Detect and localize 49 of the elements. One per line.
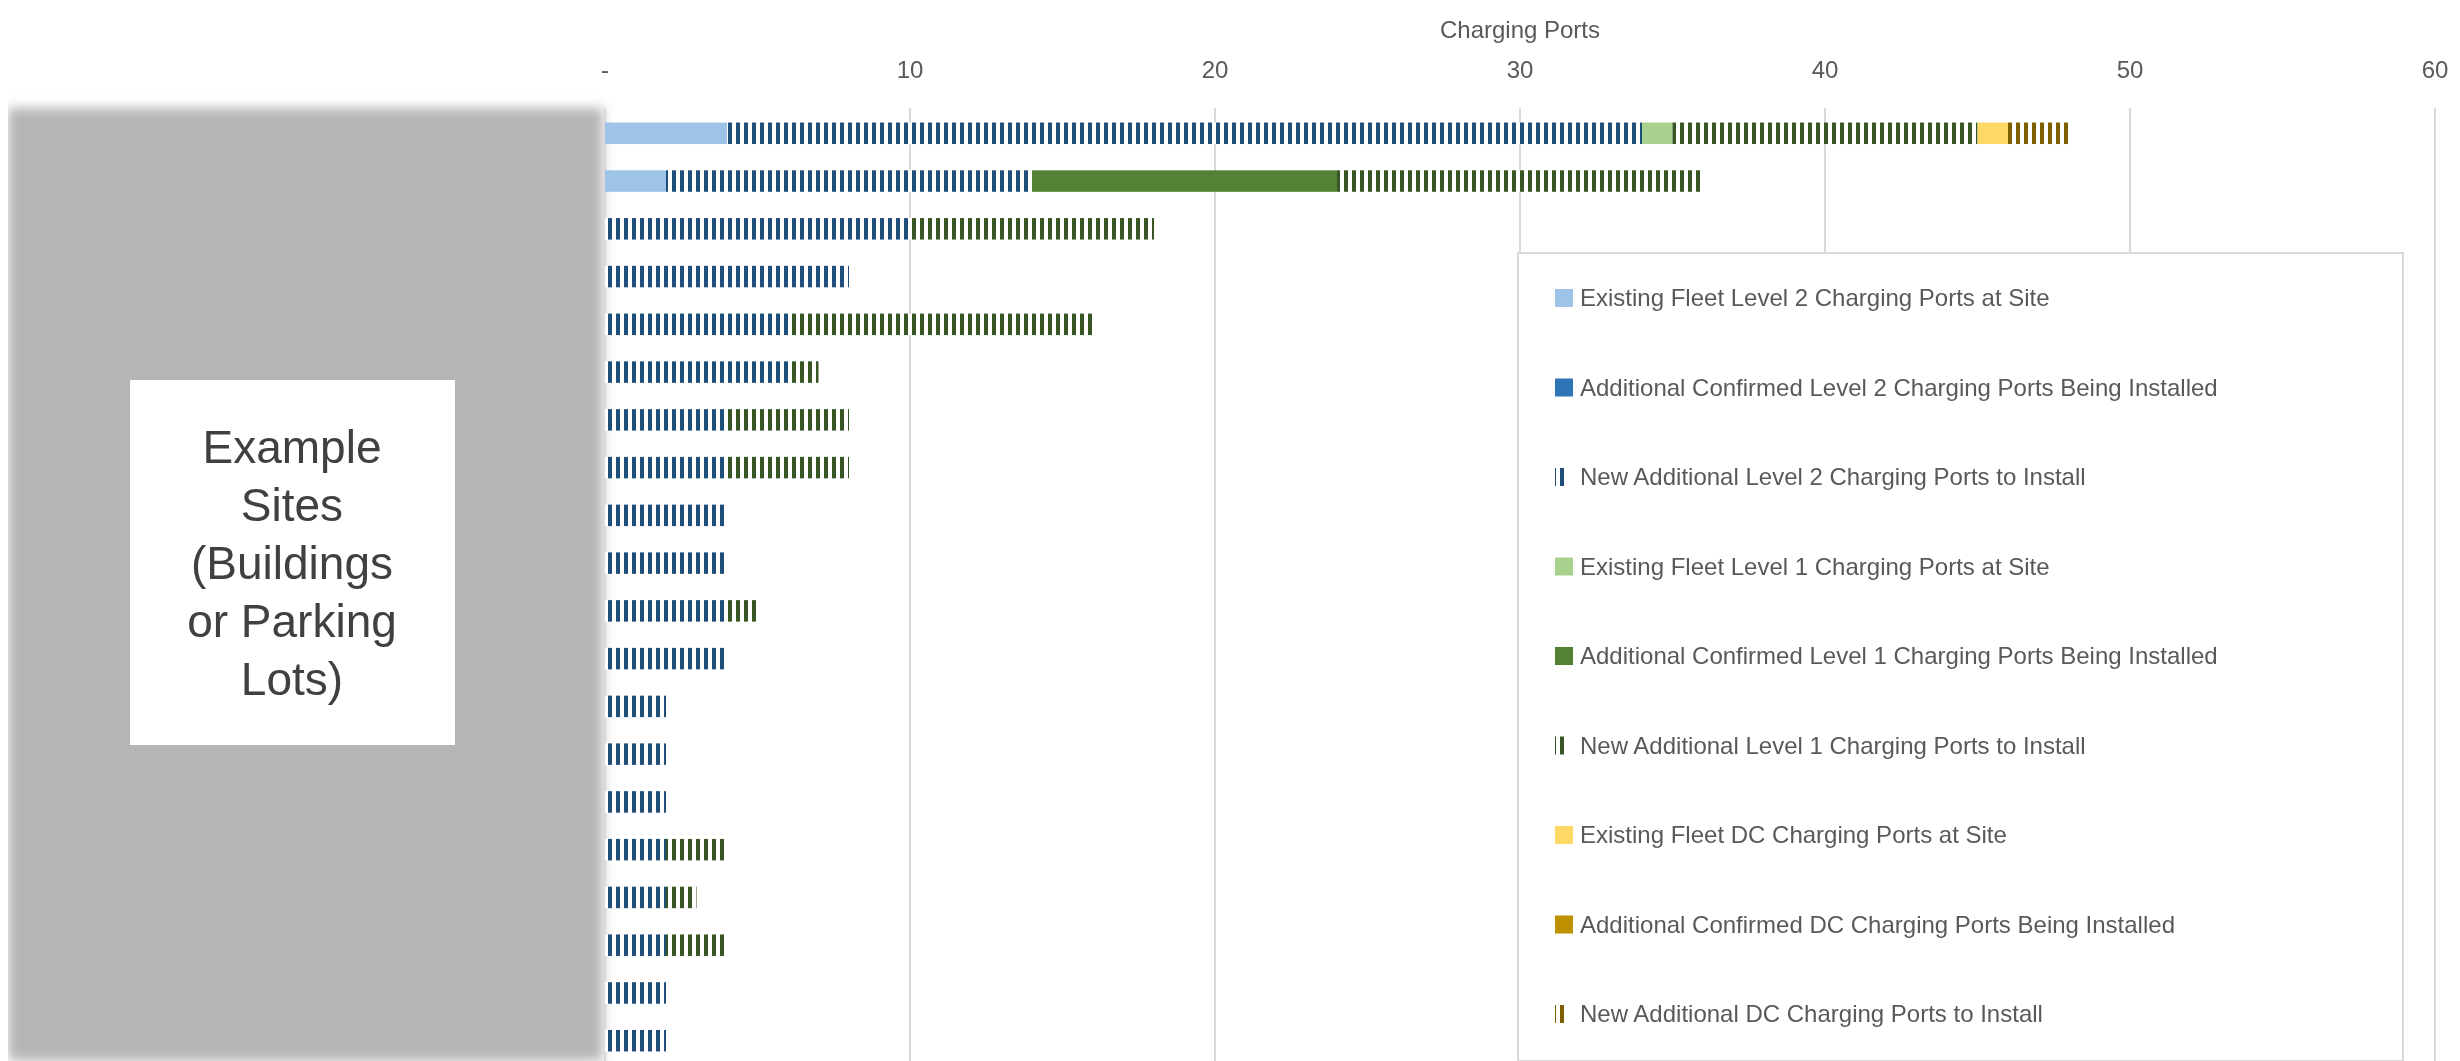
legend-label: Additional Confirmed DC Charging Ports Being Installed xyxy=(1580,910,2175,938)
bar xyxy=(2008,122,2069,145)
bar xyxy=(605,409,727,431)
bar xyxy=(605,695,666,718)
bar xyxy=(605,791,666,813)
bar xyxy=(1032,170,1337,192)
bar xyxy=(605,934,666,956)
x-tick-label: 50 xyxy=(2116,56,2144,83)
legend-label: Existing Fleet Level 1 Charging Ports at Site xyxy=(1580,552,2050,580)
bar xyxy=(605,1029,666,1052)
legend-label: Existing Fleet Level 2 Charging Ports at Site xyxy=(1580,284,2050,311)
bar xyxy=(605,743,666,765)
text: Example Sites (Buildings or Parking Lots) xyxy=(187,421,397,705)
bar xyxy=(605,838,666,861)
bar xyxy=(605,886,666,909)
bar xyxy=(605,361,788,383)
x-tick-label: 20 xyxy=(1201,56,1229,83)
x-tick-label: - xyxy=(601,56,609,83)
bar xyxy=(605,552,727,574)
x-axis-title: Charging Ports xyxy=(1439,16,1601,43)
bar xyxy=(605,504,727,527)
bar xyxy=(605,982,666,1004)
bar xyxy=(605,170,666,192)
bar xyxy=(727,456,849,479)
bar xyxy=(605,265,849,288)
bar xyxy=(605,218,910,240)
legend-label: New Additional DC Charging Ports to Install xyxy=(1580,1000,2043,1027)
legend-label: Additional Confirmed Level 1 Charging Ports Being Installed xyxy=(1580,642,2218,669)
bar xyxy=(727,600,758,622)
bar xyxy=(727,122,1642,145)
bar xyxy=(1672,122,1978,145)
bar xyxy=(1337,170,1703,192)
bar xyxy=(605,122,727,145)
bar xyxy=(605,600,727,622)
x-tick-label: 60 xyxy=(2421,56,2449,83)
bar xyxy=(727,409,849,431)
bar xyxy=(1977,122,2008,145)
bar xyxy=(1642,122,1673,145)
x-tick-label: 10 xyxy=(896,56,924,83)
bar xyxy=(910,218,1154,240)
legend-label: Additional Confirmed Level 2 Charging Ports Being Installed xyxy=(1580,373,2218,401)
legend-label: Existing Fleet DC Charging Ports at Site xyxy=(1580,821,2007,848)
legend-label: New Additional Level 1 Charging Ports to Install xyxy=(1580,731,2086,759)
legend-label: New Additional Level 2 Charging Ports to Install xyxy=(1580,463,2086,490)
x-tick-label: 30 xyxy=(1506,56,1534,83)
bar xyxy=(605,313,788,336)
x-tick-label: 40 xyxy=(1811,56,1839,83)
bar xyxy=(605,456,727,479)
bar xyxy=(605,647,727,670)
